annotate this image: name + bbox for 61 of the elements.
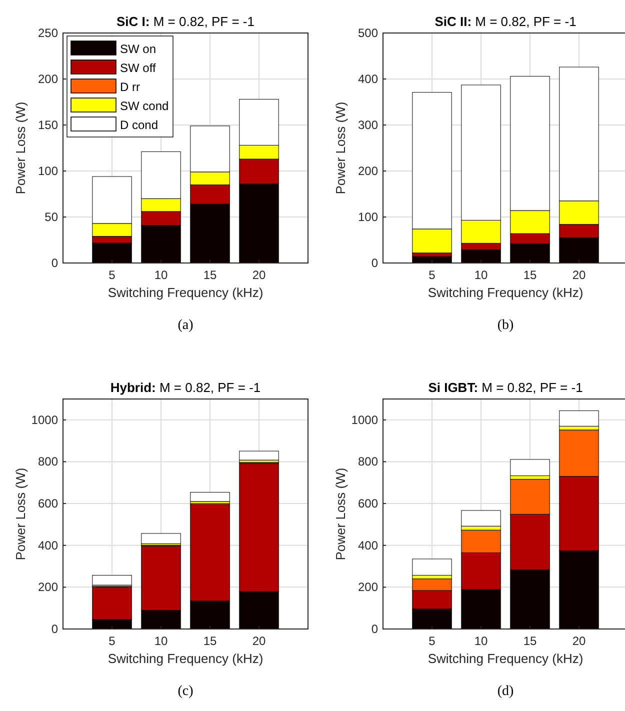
legend-label: D cond	[120, 118, 158, 132]
y-tick-label: 600	[38, 496, 58, 511]
y-axis-title: Power Loss (W)	[13, 468, 28, 560]
y-tick-label: 0	[371, 256, 378, 270]
x-tick-label: 10	[474, 268, 488, 282]
y-tick-label: 800	[358, 454, 378, 469]
x-tick-label: 20	[572, 268, 586, 282]
y-tick-label: 400	[358, 72, 378, 86]
legend-label: D rr	[120, 80, 140, 94]
x-axis-title: Switching Frequency (kHz)	[108, 651, 264, 666]
y-tick-label: 800	[38, 454, 58, 469]
x-axis-title: Switching Frequency (kHz)	[108, 285, 264, 300]
y-tick-label: 200	[38, 72, 58, 86]
y-tick-label: 50	[44, 210, 58, 224]
y-tick-label: 400	[358, 538, 378, 552]
y-tick-label: 150	[38, 118, 58, 132]
chart-title: Hybrid: M = 0.82, PF = -1	[110, 380, 261, 395]
y-tick-label: 400	[38, 538, 58, 552]
y-tick-label: 100	[358, 210, 378, 224]
y-axis-title: Power Loss (W)	[13, 102, 28, 194]
x-tick-label: 15	[203, 268, 217, 282]
y-tick-label: 200	[38, 580, 58, 594]
chart-title: SiC I: M = 0.82, PF = -1	[116, 14, 255, 29]
text: (b)	[497, 318, 514, 333]
x-tick-label: 5	[108, 268, 116, 282]
x-tick-label: 15	[523, 634, 537, 648]
x-tick-label: 5	[108, 634, 116, 648]
x-tick-label: 20	[572, 634, 586, 648]
y-tick-label: 0	[51, 256, 58, 270]
x-axis-title: Switching Frequency (kHz)	[428, 651, 584, 666]
y-tick-label: 100	[38, 164, 58, 178]
chart-title: SiC II: M = 0.82, PF = -1	[434, 14, 576, 29]
y-tick-label: 600	[358, 496, 378, 511]
y-tick-label: 500	[358, 26, 378, 40]
x-tick-label: 15	[203, 634, 217, 648]
x-tick-label: 10	[474, 634, 488, 648]
chart-title: Si IGBT: M = 0.82, PF = -1	[428, 380, 583, 395]
legend-label: SW off	[120, 61, 156, 75]
x-tick-label: 5	[428, 268, 436, 282]
text: (c)	[178, 684, 194, 699]
y-tick-label: 0	[371, 622, 378, 636]
y-tick-label: 200	[358, 580, 378, 594]
y-axis-title: Power Loss (W)	[333, 468, 348, 560]
x-tick-label: 10	[154, 268, 168, 282]
x-tick-label: 10	[154, 634, 168, 648]
x-tick-label: 15	[523, 268, 537, 282]
legend-label: SW on	[120, 42, 156, 56]
y-tick-label: 1000	[351, 412, 378, 427]
x-tick-label: 20	[252, 634, 266, 648]
y-axis-title: Power Loss (W)	[333, 102, 348, 194]
y-tick-label: 250	[38, 26, 58, 40]
y-tick-label: 200	[358, 164, 378, 178]
text: (d)	[497, 684, 514, 699]
legend-label: SW cond	[120, 99, 169, 113]
text: (a)	[178, 318, 194, 333]
x-tick-label: 20	[252, 268, 266, 282]
y-tick-label: 300	[358, 118, 378, 132]
y-tick-label: 1000	[31, 412, 58, 427]
x-tick-label: 5	[428, 634, 436, 648]
x-axis-title: Switching Frequency (kHz)	[428, 285, 584, 300]
y-tick-label: 0	[51, 622, 58, 636]
